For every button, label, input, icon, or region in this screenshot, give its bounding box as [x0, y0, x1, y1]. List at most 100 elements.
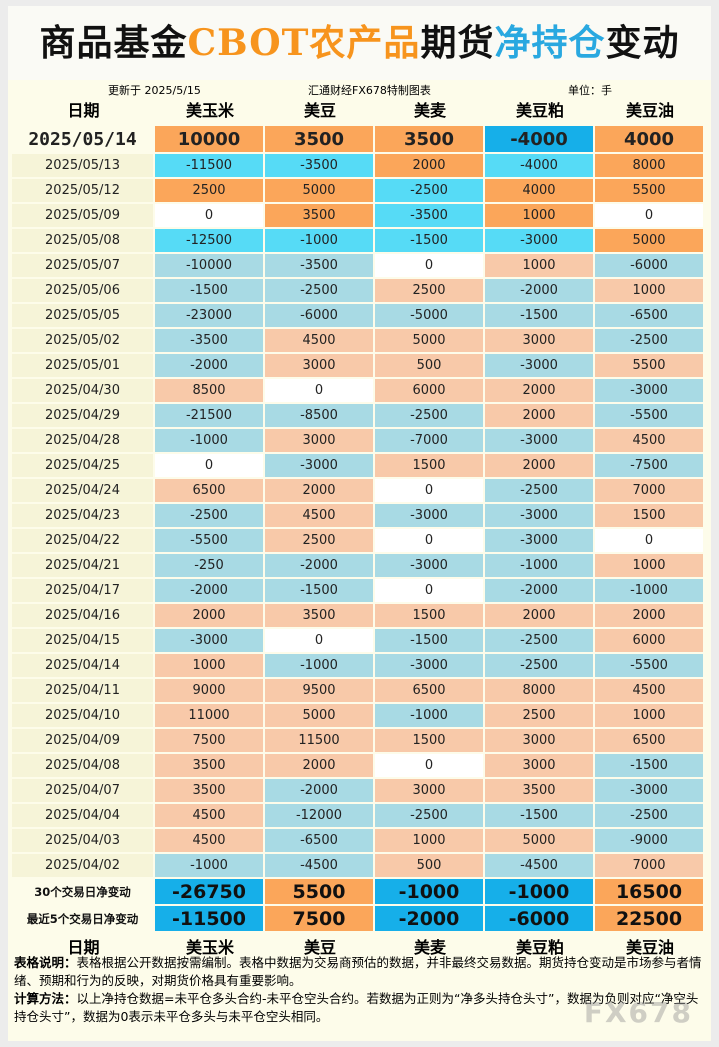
column-header: 美玉米: [185, 101, 234, 120]
value-cell: -2500: [375, 804, 485, 829]
value-cell: 7000: [595, 854, 705, 879]
value-cell: -3500: [155, 329, 265, 354]
value-cell: 0: [595, 204, 705, 229]
value-cell: 3000: [485, 329, 595, 354]
value-cell: -3000: [375, 504, 485, 529]
column-header: 美豆: [303, 101, 336, 120]
value-cell: 9000: [155, 679, 265, 704]
value-cell: 0: [155, 204, 265, 229]
value-cell: 5000: [265, 179, 375, 204]
value-cell: 5000: [265, 704, 375, 729]
value-cell: -7000: [375, 429, 485, 454]
table-row: 2025/05/01 -2000 3000 500 -3000 5500: [12, 354, 705, 379]
value-cell: 3500: [155, 754, 265, 779]
column-header: 美豆油: [625, 938, 674, 957]
date-cell: 2025/04/10: [12, 704, 155, 729]
source: 汇通财经FX678特制图表: [308, 84, 431, 97]
column-header: 美麦: [413, 938, 446, 957]
date-cell: 2025/04/16: [12, 604, 155, 629]
value-cell: 2500: [375, 279, 485, 304]
date-cell: 2025/04/29: [12, 404, 155, 429]
value-cell: -2000: [155, 354, 265, 379]
value-cell: -2500: [595, 329, 705, 354]
table-row: 2025/04/24 6500 2000 0 -2500 7000: [12, 479, 705, 504]
value-cell: -2500: [485, 479, 595, 504]
value-cell: 9500: [265, 679, 375, 704]
summary-value: 5500: [265, 879, 375, 906]
value-cell: -2500: [265, 279, 375, 304]
value-cell: 1000: [485, 204, 595, 229]
note: 计算方法：以上净持仓数据=未平仓多头合约-未平仓空头合约。若数据为正则为“净多头…: [14, 990, 704, 1026]
value-cell: 2000: [375, 154, 485, 179]
column-header: 美豆粕: [515, 101, 564, 120]
updated: 更新于 2025/5/15: [108, 84, 201, 97]
value-cell: 0: [375, 254, 485, 279]
value-cell: 2000: [265, 754, 375, 779]
value-cell: -3500: [375, 204, 485, 229]
value-cell: -4000: [485, 126, 595, 154]
value-cell: 0: [155, 454, 265, 479]
date-cell: 2025/05/14: [12, 126, 155, 154]
title-part: 净持仓: [494, 22, 606, 64]
value-cell: 0: [375, 579, 485, 604]
value-cell: 0: [375, 529, 485, 554]
value-cell: 3500: [265, 126, 375, 154]
value-cell: -3000: [485, 429, 595, 454]
value-cell: 3000: [485, 754, 595, 779]
value-cell: 8000: [595, 154, 705, 179]
value-cell: 10000: [155, 126, 265, 154]
summary-row: 最近5个交易日净变动 -11500 7500 -2000 -6000 22500: [12, 906, 705, 933]
value-cell: 500: [375, 854, 485, 879]
value-cell: 4500: [155, 804, 265, 829]
date-cell: 2025/05/01: [12, 354, 155, 379]
date-cell: 2025/04/15: [12, 629, 155, 654]
value-cell: 6000: [375, 379, 485, 404]
table-row: 2025/04/16 2000 3500 1500 2000 2000: [12, 604, 705, 629]
value-cell: -6000: [595, 254, 705, 279]
value-cell: 5500: [595, 179, 705, 204]
date-cell: 2025/05/02: [12, 329, 155, 354]
table-row: 2025/05/13 -11500 -3500 2000 -4000 8000: [12, 154, 705, 179]
table-row: 2025/04/28 -1000 3000 -7000 -3000 4500: [12, 429, 705, 454]
table-row: 2025/04/09 7500 11500 1500 3000 6500: [12, 729, 705, 754]
value-cell: 1500: [375, 604, 485, 629]
value-cell: -6500: [265, 829, 375, 854]
table-row: 2025/04/07 3500 -2000 3000 3500 -3000: [12, 779, 705, 804]
table-row: 2025/05/12 2500 5000 -2500 4000 5500: [12, 179, 705, 204]
date-cell: 2025/04/30: [12, 379, 155, 404]
value-cell: 3500: [265, 204, 375, 229]
value-cell: 7500: [155, 729, 265, 754]
note: 表格说明：表格根据公开数据按需编制。表格中数据为交易商预估的数据，并非最终交易数…: [14, 954, 704, 990]
summary-value: -26750: [155, 879, 265, 906]
value-cell: 1000: [595, 704, 705, 729]
value-cell: 4000: [595, 126, 705, 154]
date-cell: 2025/04/08: [12, 754, 155, 779]
date-cell: 2025/04/17: [12, 579, 155, 604]
value-cell: -2500: [485, 629, 595, 654]
summary-value: -2000: [375, 906, 485, 933]
value-cell: 5000: [375, 329, 485, 354]
summary-value: 16500: [595, 879, 705, 906]
value-cell: 6500: [375, 679, 485, 704]
date-cell: 2025/05/05: [12, 304, 155, 329]
value-cell: 1500: [375, 454, 485, 479]
value-cell: 4500: [155, 829, 265, 854]
value-cell: 2000: [485, 379, 595, 404]
value-cell: -3000: [595, 379, 705, 404]
value-cell: -3000: [485, 354, 595, 379]
date-cell: 2025/05/12: [12, 179, 155, 204]
value-cell: 5000: [595, 229, 705, 254]
value-cell: -2500: [595, 804, 705, 829]
date-cell: 2025/04/07: [12, 779, 155, 804]
table-row: 2025/04/11 9000 9500 6500 8000 4500: [12, 679, 705, 704]
value-cell: 2000: [485, 454, 595, 479]
value-cell: -3000: [595, 779, 705, 804]
value-cell: -1500: [485, 304, 595, 329]
title-part: 变动: [605, 22, 680, 64]
value-cell: -9000: [595, 829, 705, 854]
value-cell: -1000: [375, 704, 485, 729]
date-cell: 2025/04/14: [12, 654, 155, 679]
value-cell: 2000: [595, 604, 705, 629]
value-cell: 2000: [155, 604, 265, 629]
header-row: 日期 美玉米 美豆 美麦 美豆粕 美豆油: [12, 98, 705, 120]
